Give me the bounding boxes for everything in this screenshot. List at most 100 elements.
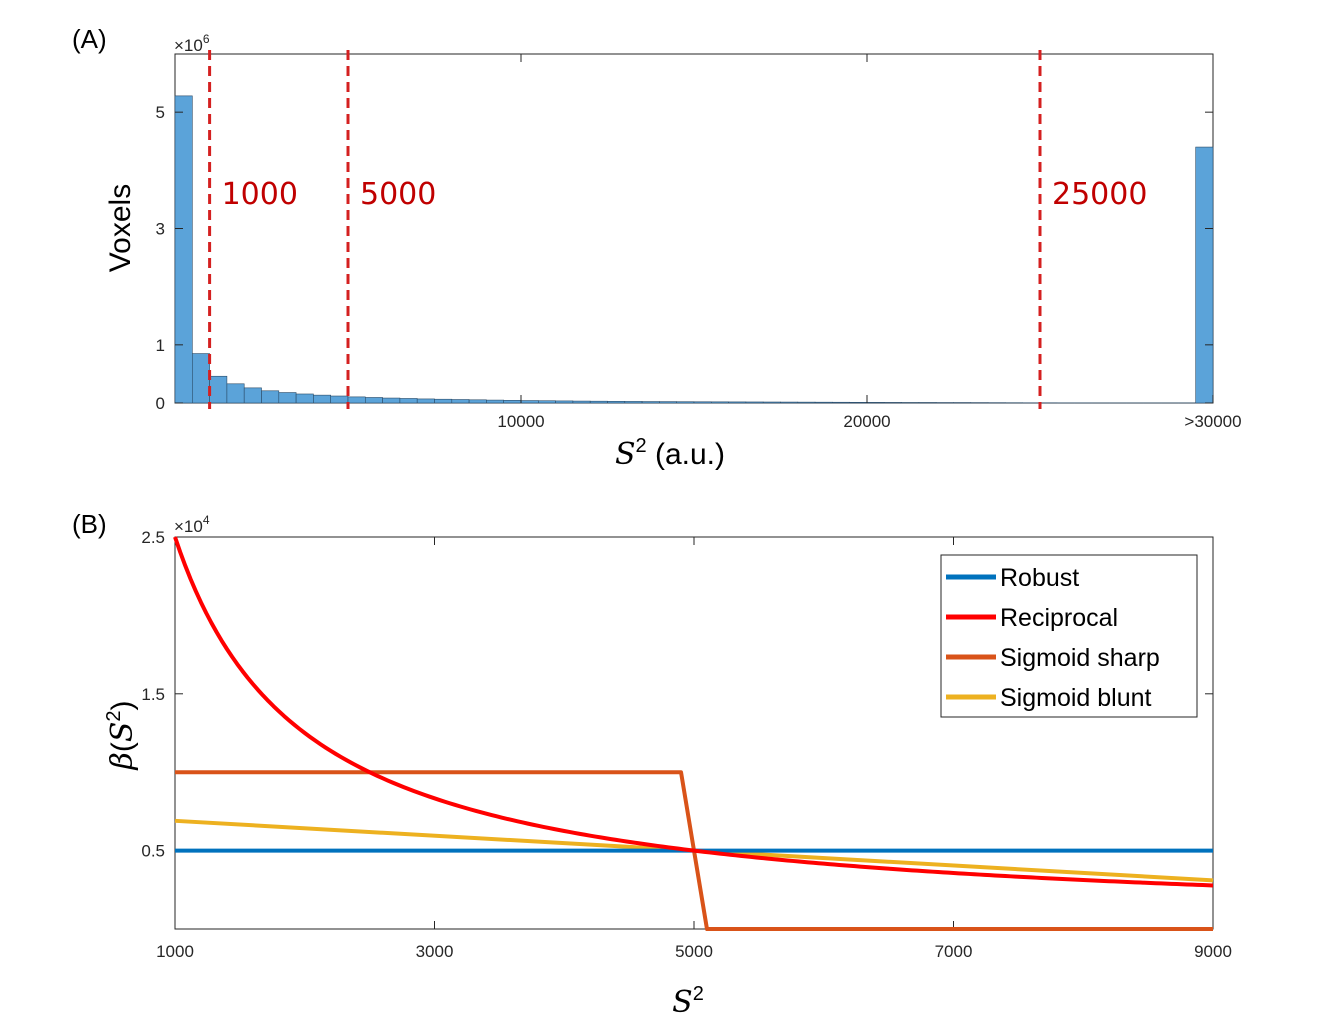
panel-b-x-sup: 2 bbox=[693, 983, 704, 1005]
histogram-bar bbox=[451, 399, 470, 404]
panel-b-x-axis-title: S2 bbox=[672, 983, 704, 1020]
histogram-bar bbox=[728, 401, 747, 404]
histogram-bar bbox=[503, 400, 522, 404]
x-tick-label: 10000 bbox=[497, 412, 544, 431]
histogram-panel: (A) ×106 1000 5000 25000 10000 20000 >30000 0… bbox=[72, 24, 1242, 472]
x-tick-label: 3000 bbox=[416, 942, 454, 961]
histogram-bar bbox=[918, 402, 937, 404]
y-tick-label: 3 bbox=[156, 220, 165, 239]
panel-a-bars bbox=[174, 95, 1214, 404]
x-tick-label: 9000 bbox=[1194, 942, 1232, 961]
panel-a-x-axis-title: S2 (a.u.) bbox=[615, 435, 725, 472]
panel-b-lines bbox=[173, 536, 1214, 931]
threshold-label: 1000 bbox=[222, 177, 298, 212]
panel-a-y-exponent: ×106 bbox=[174, 32, 210, 55]
histogram-bar bbox=[399, 398, 418, 404]
legend-label: Sigmoid blunt bbox=[1000, 684, 1152, 712]
histogram-bar bbox=[693, 401, 712, 404]
histogram-bar bbox=[192, 353, 210, 404]
threshold-label: 5000 bbox=[360, 177, 436, 212]
histogram-bar bbox=[780, 401, 799, 404]
histogram-bar bbox=[468, 399, 487, 404]
histogram-bar bbox=[416, 398, 435, 404]
x-tick-label: 20000 bbox=[843, 412, 890, 431]
panel-a-axes-frame bbox=[174, 53, 1214, 404]
histogram-bar bbox=[883, 402, 902, 404]
x-tick-label: 7000 bbox=[935, 942, 973, 961]
panel-b-y-exponent: ×104 bbox=[174, 513, 210, 536]
panel-a-label: (A) bbox=[72, 24, 107, 54]
x-tick-label: 5000 bbox=[675, 942, 713, 961]
histogram-bar bbox=[209, 375, 228, 404]
histogram-bar bbox=[243, 387, 262, 404]
threshold-label: 25000 bbox=[1052, 177, 1147, 212]
x-tick-label: >30000 bbox=[1184, 412, 1241, 431]
histogram-bar bbox=[832, 401, 851, 404]
histogram-bar bbox=[347, 396, 366, 404]
y-tick-label: 1.5 bbox=[141, 685, 165, 704]
panel-a-x-sup: 2 bbox=[636, 435, 647, 457]
legend-label: Robust bbox=[1000, 564, 1079, 592]
histogram-bar bbox=[261, 390, 280, 404]
histogram-bar bbox=[364, 397, 383, 404]
y-tick-label: 0 bbox=[156, 394, 165, 413]
histogram-bar bbox=[641, 401, 660, 404]
panel-a-x-symbol: S bbox=[615, 437, 636, 472]
histogram-bar bbox=[589, 400, 608, 404]
y-tick-label: 1 bbox=[156, 336, 165, 355]
panel-a-y-axis-title: Voxels bbox=[104, 184, 137, 272]
histogram-bar bbox=[278, 392, 297, 404]
panel-b-y-close: ) bbox=[106, 700, 139, 710]
y-tick-label: 0.5 bbox=[141, 842, 165, 861]
histogram-bar bbox=[174, 95, 193, 404]
histogram-bar bbox=[434, 398, 453, 404]
histogram-bar bbox=[295, 393, 314, 404]
panel-b-x-symbol: S bbox=[672, 985, 693, 1020]
panel-b-y-symbol: S bbox=[105, 722, 140, 743]
panel-a-x-suffix: (a.u.) bbox=[647, 438, 725, 471]
panel-b-y-sup: 2 bbox=[103, 710, 125, 721]
series-line-reciprocal bbox=[173, 536, 1214, 888]
histogram-bar bbox=[901, 402, 920, 404]
histogram-bar bbox=[1195, 146, 1214, 404]
histogram-bar bbox=[814, 401, 833, 404]
panel-b-ticks: 1000 3000 5000 7000 9000 0.5 1.5 2.5 bbox=[141, 528, 1232, 961]
panel-a-ticks: 10000 20000 >30000 0 1 3 5 bbox=[156, 54, 1242, 431]
histogram-bar bbox=[762, 401, 781, 404]
histogram-bar bbox=[866, 402, 885, 404]
histogram-bar bbox=[624, 401, 643, 404]
histogram-bar bbox=[659, 401, 678, 404]
histogram-bar bbox=[330, 395, 349, 404]
histogram-bar bbox=[537, 400, 556, 404]
panel-b-y-beta: β bbox=[105, 752, 140, 770]
panel-a-thresholds: 1000 5000 25000 bbox=[208, 50, 1147, 409]
panel-b-y-exponent-power: 4 bbox=[203, 513, 210, 527]
legend-label: Sigmoid sharp bbox=[1000, 644, 1160, 672]
panel-b-label: (B) bbox=[72, 509, 107, 539]
histogram-bar bbox=[226, 383, 245, 404]
panel-b-y-exponent-base: ×10 bbox=[174, 517, 203, 536]
panel-b-y-axis-title: β(S2) bbox=[103, 700, 140, 770]
histogram-bar bbox=[555, 400, 574, 404]
x-tick-label: 1000 bbox=[156, 942, 194, 961]
histogram-bar bbox=[572, 400, 591, 404]
panel-a-y-exponent-base: ×10 bbox=[174, 36, 203, 55]
histogram-bar bbox=[607, 401, 626, 404]
legend-box bbox=[940, 554, 1198, 718]
histogram-bar bbox=[849, 402, 868, 404]
histogram-bar bbox=[486, 399, 504, 404]
histogram-bar bbox=[313, 394, 331, 404]
y-tick-label: 2.5 bbox=[141, 528, 165, 547]
histogram-bar bbox=[382, 397, 401, 404]
legend-label: Reciprocal bbox=[1000, 604, 1118, 632]
histogram-bar bbox=[745, 401, 764, 404]
histogram-bar bbox=[797, 401, 816, 404]
histogram-bar bbox=[676, 401, 695, 404]
legend: Robust Reciprocal Sigmoid sharp Sigmoid blu… bbox=[940, 554, 1198, 718]
histogram-bar bbox=[710, 401, 729, 404]
histogram-bar bbox=[520, 400, 539, 404]
weighting-panel: (B) ×104 1000 3000 5000 7000 9000 0.5 1.5 2.5 β… bbox=[72, 509, 1232, 1020]
panel-b-y-open: ( bbox=[106, 742, 139, 752]
panel-a-y-exponent-power: 6 bbox=[203, 32, 210, 46]
